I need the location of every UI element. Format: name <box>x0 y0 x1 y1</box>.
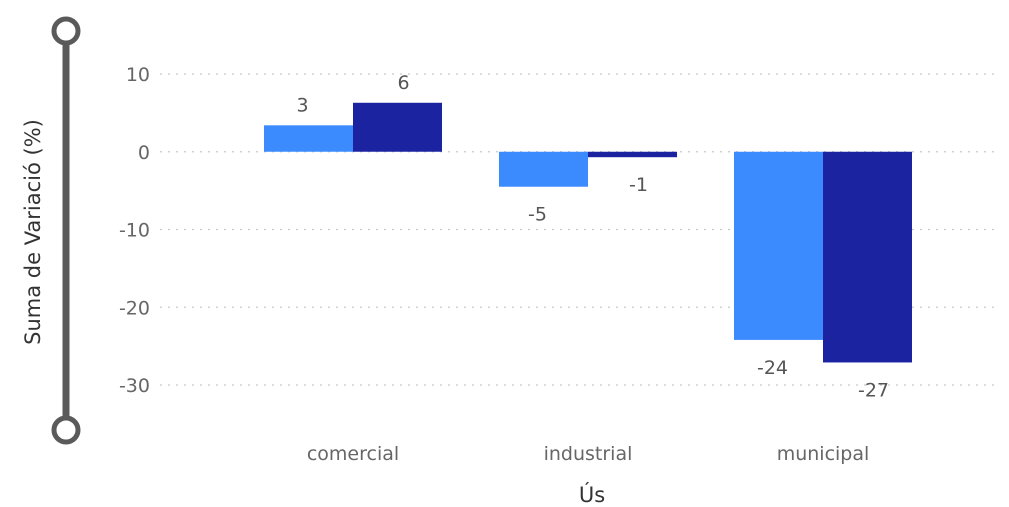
category-labels: comercial industrial municipal <box>307 443 869 465</box>
data-label: -27 <box>858 379 889 401</box>
y-tick-label: -30 <box>119 375 150 397</box>
bars <box>264 102 912 363</box>
x-axis-title: Ús <box>579 482 605 507</box>
bar-municipal-1[interactable] <box>734 151 823 340</box>
y-tick-label: -20 <box>119 297 150 319</box>
y-axis-title: Suma de Variació (%) <box>21 119 45 345</box>
axis-range-slider[interactable] <box>51 16 81 445</box>
bar-industrial-2[interactable] <box>588 151 677 158</box>
y-tick-label: 10 <box>126 64 150 86</box>
data-labels: 3 6 -5 -1 -24 -27 <box>296 72 889 402</box>
data-label: -1 <box>629 174 648 196</box>
data-label: -5 <box>528 204 547 226</box>
data-label: -24 <box>757 357 788 379</box>
slider-handle-top[interactable] <box>51 16 81 46</box>
y-tick-label: 0 <box>138 142 150 164</box>
y-tick-label: -10 <box>119 220 150 242</box>
bar-industrial-1[interactable] <box>499 151 588 187</box>
x-category-label: industrial <box>544 443 633 465</box>
x-category-label: municipal <box>777 443 870 465</box>
bar-municipal-2[interactable] <box>823 151 912 363</box>
slider-handle-bottom[interactable] <box>51 415 81 445</box>
y-axis-ticks: 10 0 -10 -20 -30 <box>119 64 150 397</box>
data-label: 6 <box>397 72 409 94</box>
bar-comercial-1[interactable] <box>264 125 353 152</box>
bar-comercial-2[interactable] <box>353 102 442 152</box>
data-label: 3 <box>296 94 308 116</box>
x-category-label: comercial <box>307 443 399 465</box>
